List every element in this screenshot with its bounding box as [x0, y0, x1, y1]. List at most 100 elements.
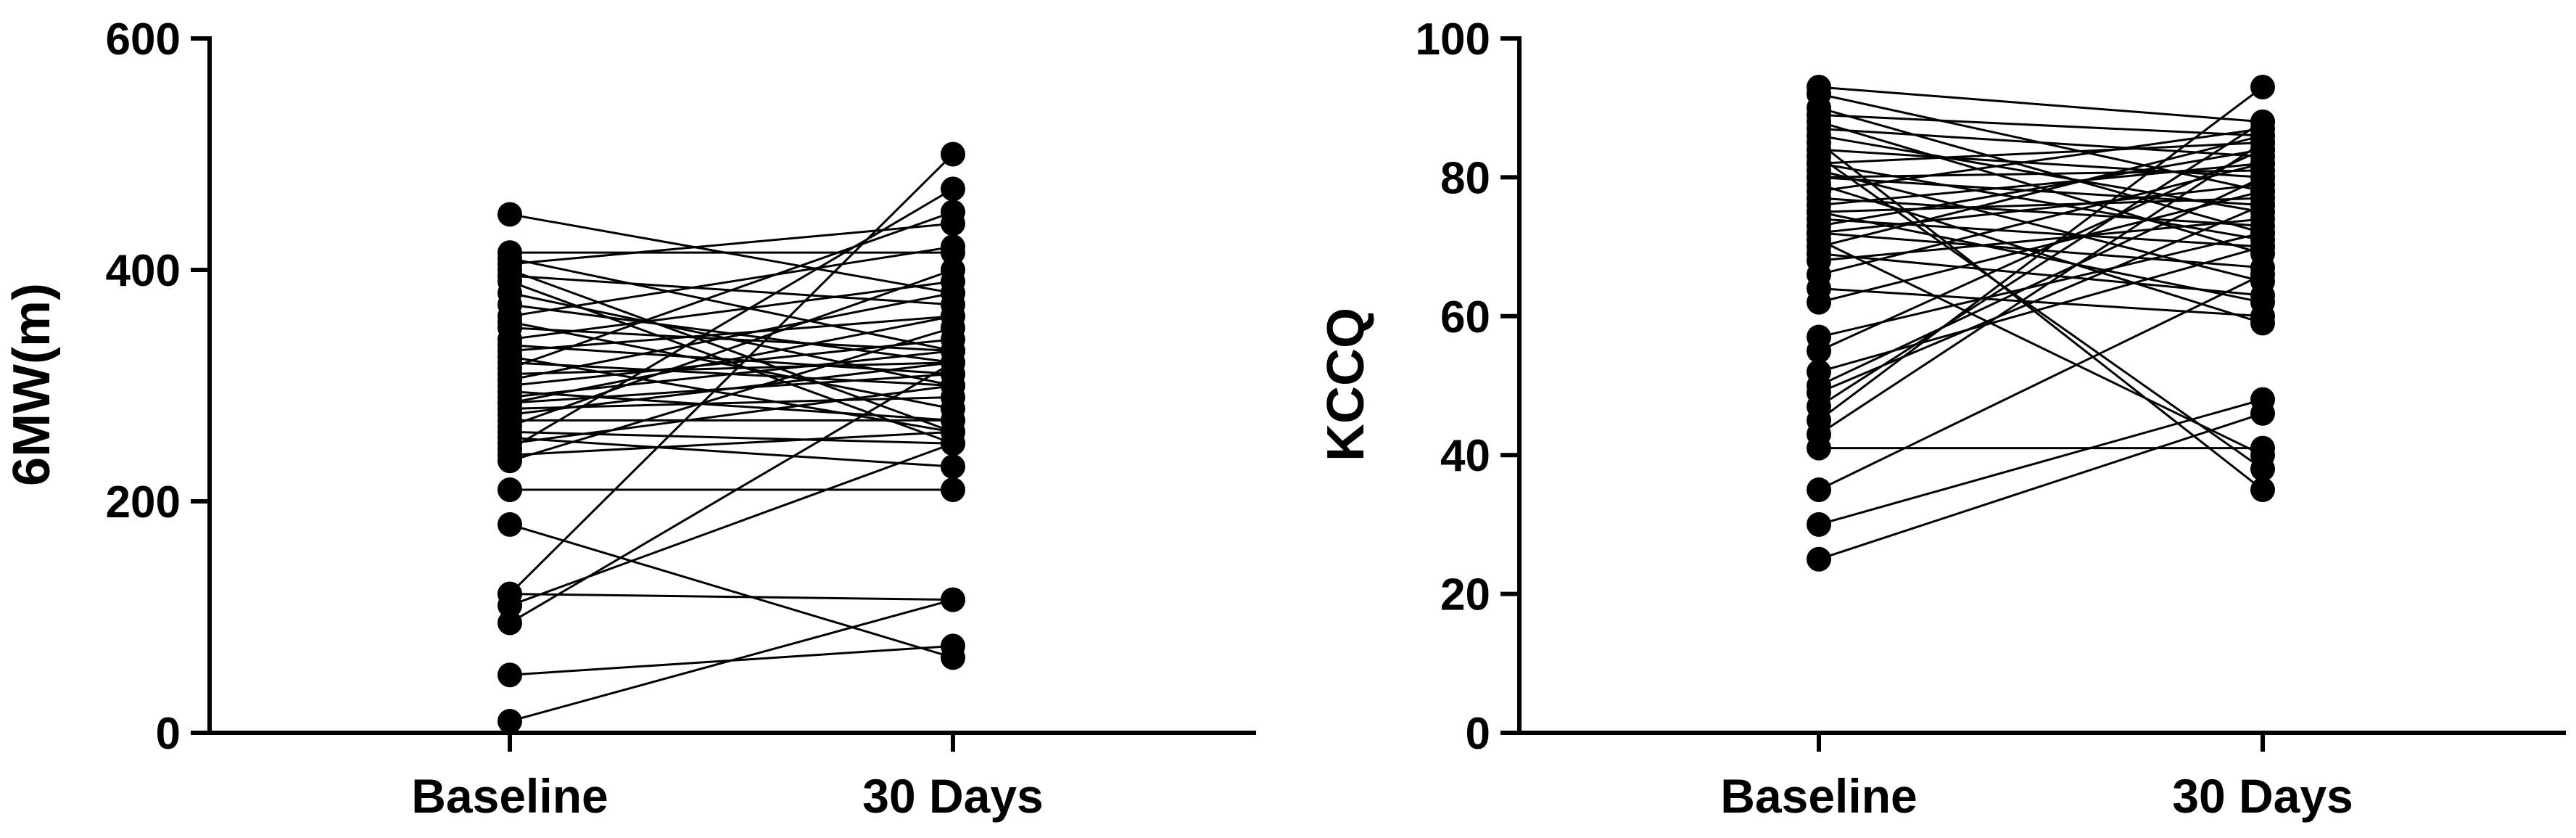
baseline-point	[1807, 477, 1831, 503]
followup-point	[941, 211, 965, 237]
followup-point	[941, 477, 965, 503]
followup-point	[2250, 456, 2275, 482]
pair-line	[1818, 412, 2263, 561]
followup-point	[2250, 387, 2275, 412]
followup-point	[941, 176, 965, 202]
pair-line	[509, 274, 954, 306]
y-tick-label: 0	[156, 709, 181, 759]
followup-point	[2250, 289, 2275, 315]
pair-line	[1818, 231, 2263, 269]
followup-point	[2250, 311, 2275, 336]
baseline-point	[498, 477, 522, 503]
pair-line	[1818, 218, 2263, 248]
x-category-label: Baseline	[1720, 769, 1917, 823]
followup-point	[2250, 200, 2275, 225]
followup-point	[2250, 241, 2275, 266]
baseline-point	[498, 240, 522, 266]
pair-line	[1818, 252, 2263, 297]
data-points	[498, 141, 965, 734]
pair-line	[1818, 274, 2263, 491]
baseline-point	[498, 202, 522, 227]
followup-point	[2250, 477, 2275, 503]
pair-line	[509, 361, 954, 387]
pair-line	[1818, 107, 2263, 234]
pair-line	[509, 395, 954, 410]
baseline-point	[1807, 359, 1831, 385]
followup-point	[2250, 74, 2275, 99]
pair-line	[1818, 134, 2263, 213]
pair-line	[1818, 93, 2263, 193]
pair-line	[1818, 197, 2263, 227]
pair-line	[509, 593, 954, 601]
y-tick-label: 600	[106, 15, 181, 65]
followup-point	[941, 240, 965, 266]
pair-line	[509, 356, 954, 433]
x-categories: Baseline 30 Days	[411, 733, 1044, 823]
baseline-point	[498, 581, 522, 607]
followup-point	[941, 141, 965, 167]
pair-line	[509, 245, 954, 318]
followup-point	[941, 454, 965, 480]
followup-point	[2250, 178, 2275, 204]
pair-line	[509, 361, 954, 376]
pair-line	[1818, 204, 2263, 394]
data-points	[1807, 74, 2275, 572]
y-tick-label: 100	[1416, 15, 1490, 65]
pair-line	[509, 222, 954, 266]
baseline-point	[498, 662, 522, 688]
followup-point	[941, 419, 965, 445]
pair-line	[509, 644, 954, 676]
pair-line	[509, 257, 954, 353]
pair-line	[1818, 120, 2263, 255]
pair-line	[1818, 218, 2263, 262]
y-tick-label: 40	[1440, 431, 1490, 481]
followup-point	[941, 280, 965, 305]
baseline-point	[1807, 74, 1831, 99]
pair-line	[509, 188, 954, 451]
baseline-point	[1807, 324, 1831, 350]
x-categories: Baseline 30 Days	[1720, 733, 2353, 823]
x-category-label: 30 Days	[862, 769, 1044, 823]
pair-line	[509, 430, 954, 456]
pair-line	[1818, 113, 2263, 137]
pair-line	[509, 344, 954, 376]
pair-line	[1818, 287, 2263, 318]
pair-line	[1818, 162, 2263, 207]
y-tick-label: 400	[106, 246, 181, 296]
pair-line	[1818, 141, 2263, 165]
baseline-point	[498, 610, 522, 636]
y-tick-label: 200	[106, 477, 181, 527]
pair-line	[1818, 127, 2263, 193]
pair-line	[1818, 398, 2263, 526]
y-ticks: 0 200 400 600	[106, 15, 210, 759]
y-tick-label: 60	[1440, 292, 1490, 342]
pair-line	[1818, 141, 2263, 491]
pair-lines	[508, 153, 954, 723]
pair-line	[509, 321, 954, 410]
y-tick-label: 80	[1440, 153, 1490, 203]
followup-point	[2250, 144, 2275, 169]
followup-point	[941, 338, 965, 363]
y-ticks: 0 20 40 60 80 100	[1416, 15, 1519, 759]
followup-point	[941, 645, 965, 670]
pair-line	[1818, 245, 2263, 373]
pair-line	[509, 430, 954, 445]
pair-line	[509, 268, 954, 427]
followup-point	[2250, 268, 2275, 294]
y-axis-title: KCCQ	[1317, 308, 1375, 461]
pair-line	[509, 442, 954, 607]
pair-line	[509, 213, 954, 295]
pair-line	[1818, 86, 2263, 123]
followup-point	[941, 587, 965, 612]
pair-line	[1818, 239, 2263, 456]
pair-line	[1818, 162, 2263, 276]
y-tick-label: 20	[1440, 570, 1490, 620]
pair-line	[1818, 120, 2263, 408]
pair-line	[509, 361, 954, 624]
followup-point	[941, 373, 965, 398]
x-category-label: 30 Days	[2172, 769, 2353, 823]
pair-line	[509, 280, 954, 341]
pair-line	[509, 373, 954, 404]
pair-line	[1818, 231, 2263, 338]
